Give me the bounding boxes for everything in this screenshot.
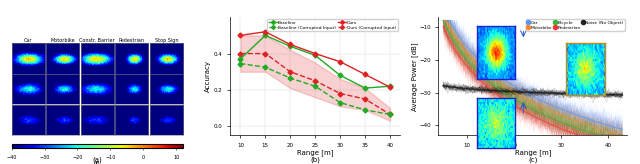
Ours bbox=[287, 43, 294, 45]
Ours (Corrupted Input) bbox=[361, 98, 369, 100]
Y-axis label: Average Power [dB]: Average Power [dB] bbox=[411, 42, 418, 111]
X-axis label: Range [m]: Range [m] bbox=[297, 149, 333, 156]
Line: Ours (Corrupted Input): Ours (Corrupted Input) bbox=[239, 52, 392, 116]
Ours bbox=[311, 53, 319, 55]
Baseline (Corrupted Input) bbox=[237, 62, 244, 64]
Line: Baseline: Baseline bbox=[239, 34, 392, 90]
Title: Car: Car bbox=[24, 38, 33, 43]
X-axis label: Range [m]: Range [m] bbox=[515, 149, 551, 156]
Text: (c): (c) bbox=[528, 157, 538, 163]
Title: Constr. Barrier: Constr. Barrier bbox=[79, 38, 115, 43]
Ours (Corrupted Input) bbox=[262, 53, 269, 55]
Baseline bbox=[237, 58, 244, 60]
Title: Motorbike: Motorbike bbox=[51, 38, 75, 43]
Baseline bbox=[336, 74, 344, 76]
Title: Stop Sign: Stop Sign bbox=[155, 38, 178, 43]
Ours bbox=[336, 61, 344, 63]
Y-axis label: Accuracy: Accuracy bbox=[205, 60, 211, 92]
Baseline bbox=[386, 85, 394, 87]
Ours (Corrupted Input) bbox=[237, 53, 244, 55]
Baseline (Corrupted Input) bbox=[386, 113, 394, 115]
Text: (a): (a) bbox=[92, 157, 102, 163]
Legend: Baseline, Baseline (Corrupted Input), Ours, Ours (Corrupted Input): Baseline, Baseline (Corrupted Input), Ou… bbox=[268, 20, 398, 31]
Baseline bbox=[287, 45, 294, 47]
Ours bbox=[361, 73, 369, 75]
Title: Pedestrian: Pedestrian bbox=[119, 38, 145, 43]
Baseline bbox=[311, 54, 319, 56]
Ours (Corrupted Input) bbox=[386, 113, 394, 115]
X-axis label: dB: dB bbox=[94, 161, 100, 164]
Baseline bbox=[361, 87, 369, 89]
Baseline (Corrupted Input) bbox=[311, 85, 319, 87]
Ours (Corrupted Input) bbox=[311, 80, 319, 82]
Ours bbox=[262, 31, 269, 33]
Legend: Car, Motorbike, Bicycle, Pedestrian, Noise (No Object): Car, Motorbike, Bicycle, Pedestrian, Noi… bbox=[525, 20, 625, 31]
Ours (Corrupted Input) bbox=[287, 71, 294, 73]
Baseline (Corrupted Input) bbox=[361, 109, 369, 111]
Baseline (Corrupted Input) bbox=[336, 102, 344, 104]
Text: (b): (b) bbox=[310, 157, 320, 163]
Baseline (Corrupted Input) bbox=[287, 77, 294, 79]
Baseline (Corrupted Input) bbox=[262, 66, 269, 68]
Ours bbox=[237, 34, 244, 36]
Line: Ours: Ours bbox=[239, 30, 392, 89]
Ours (Corrupted Input) bbox=[336, 92, 344, 94]
Baseline bbox=[262, 34, 269, 36]
Ours bbox=[386, 86, 394, 88]
Line: Baseline (Corrupted Input): Baseline (Corrupted Input) bbox=[239, 62, 392, 116]
